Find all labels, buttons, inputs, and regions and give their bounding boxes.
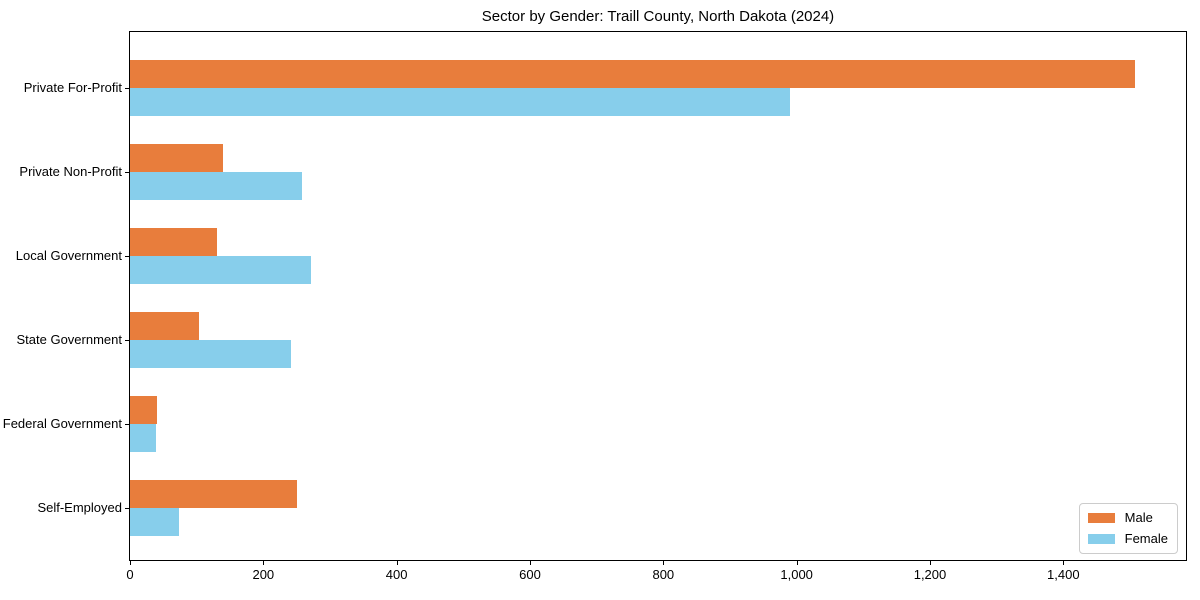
bar-female-2 (130, 172, 302, 200)
x-axis-tick-label: 600 (519, 567, 541, 582)
x-tick-mark (930, 561, 931, 565)
y-axis-label: Local Government (15, 248, 122, 263)
x-axis-tick-label: 1,200 (913, 567, 947, 582)
legend-swatch-female (1087, 534, 1115, 544)
bar-female-4 (130, 340, 292, 368)
bar-female-1 (130, 88, 790, 116)
bar-male-4 (130, 312, 199, 340)
x-axis-tick-label: 400 (385, 567, 408, 582)
y-axis-label: Private Non-Profit (19, 164, 122, 179)
bar-male-3 (130, 228, 218, 256)
x-tick-mark (663, 561, 665, 565)
x-tick-mark (530, 561, 531, 565)
bar-male-6 (130, 480, 298, 508)
x-tick-mark (130, 561, 131, 565)
legend: Male Female (1078, 503, 1178, 554)
y-axis-label: Federal Government (2, 416, 122, 431)
bar-female-3 (130, 256, 311, 284)
legend-swatch-male (1087, 513, 1115, 523)
x-axis-tick-label: 200 (252, 567, 275, 582)
x-axis-tick-label: 800 (652, 567, 675, 582)
x-axis-tick-label: 1,400 (1047, 567, 1080, 582)
bar-male-1 (130, 60, 1136, 88)
legend-entry-male: Male (1087, 510, 1168, 525)
bar-male-2 (130, 144, 224, 172)
legend-label-female: Female (1124, 531, 1168, 546)
y-axis-label: State Government (16, 332, 123, 347)
y-axis-label: Self-Employed (37, 500, 122, 515)
x-tick-mark (1063, 561, 1065, 565)
bar-female-5 (130, 424, 156, 452)
y-tick-mark (125, 340, 129, 341)
y-tick-mark (125, 172, 129, 173)
y-tick-mark (125, 508, 129, 509)
y-axis-label: Private For-Profit (23, 80, 122, 95)
x-tick-mark (263, 561, 265, 565)
bar-male-5 (130, 396, 158, 424)
legend-label-male: Male (1124, 510, 1153, 525)
x-axis-tick-label: 1,000 (780, 567, 813, 582)
y-tick-mark (125, 88, 129, 89)
chart-title: Sector by Gender: Traill County, North D… (481, 8, 835, 25)
bar-female-6 (130, 508, 180, 536)
x-tick-mark (396, 561, 398, 565)
y-tick-mark (125, 424, 129, 425)
legend-entry-female: Female (1087, 531, 1168, 546)
y-tick-mark (125, 256, 129, 257)
x-axis-tick-label: 0 (126, 567, 134, 582)
plot-area: Male Female (129, 31, 1187, 561)
x-tick-mark (796, 561, 798, 565)
